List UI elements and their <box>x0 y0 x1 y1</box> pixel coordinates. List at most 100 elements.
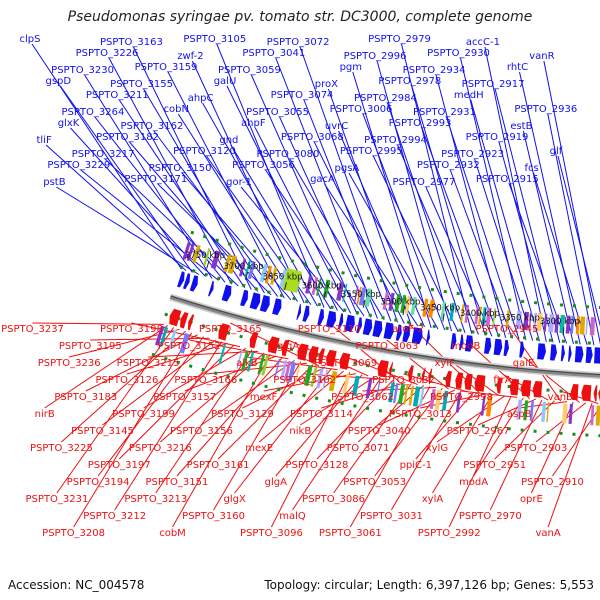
forward-gene-label: PSPTO_2934 <box>403 65 466 76</box>
reverse-gene-label: PSPTO_2970 <box>459 511 522 522</box>
reverse-gene-label: xylG <box>426 443 448 454</box>
forward-gene-label: PSPTO_3120 <box>173 146 236 157</box>
forward-leader-line <box>445 116 520 340</box>
reverse-leader-line <box>159 352 265 443</box>
kbp-tick-mark <box>402 307 405 316</box>
forward-gene-label: PSPTO_3182 <box>96 132 159 143</box>
genome-backbone <box>169 295 600 378</box>
feature-block <box>322 369 328 390</box>
feature-block <box>328 370 338 392</box>
forward-gene-label: PSPTO_2979 <box>368 34 431 45</box>
reverse-leader-line <box>547 403 593 528</box>
reverse-gene-label: PSPTO_3198 <box>100 324 163 335</box>
feature-block <box>529 400 534 421</box>
feature-block <box>554 314 560 333</box>
feature-block <box>316 278 322 296</box>
reverse-leader-line <box>560 390 599 405</box>
feature-block <box>257 354 265 375</box>
kbp-tick-label: 3750 kbp <box>185 251 225 261</box>
reverse-gene-label: PSPTO_3208 <box>42 528 105 539</box>
forward-leader-line <box>118 99 246 289</box>
forward-gene-label: PSPTO_3055 <box>246 107 309 118</box>
reverse-gene-arrow <box>428 368 433 385</box>
feature-block <box>210 250 221 269</box>
reverse-gene-label: PSPTO_2903 <box>504 443 567 454</box>
feature-block <box>316 368 324 389</box>
forward-gene-label: PSPTO_3226 <box>76 48 139 59</box>
feature-block <box>168 329 177 350</box>
reverse-gene-label: PSPTO_3166 <box>174 375 237 386</box>
forward-leader-line <box>45 144 187 271</box>
feature-block <box>294 363 301 384</box>
feature-block <box>351 375 360 396</box>
topology-text: Topology: circular; Length: 6,397,126 bp… <box>263 578 594 592</box>
reverse-gene-labels: PSPTO_3237 nirB PSPTO_3231 PSPTO_3236 PSPTO_… <box>1 324 584 539</box>
reverse-leader-line <box>489 399 543 511</box>
feature-block <box>595 405 600 426</box>
kbp-tick-label: 3350 kbp <box>500 314 540 324</box>
feature-block <box>528 312 532 331</box>
feature-block <box>356 286 362 305</box>
reverse-gene-label: PSPTO_3156 <box>170 426 233 437</box>
forward-gene-label: uvrC <box>325 121 348 132</box>
reverse-leader-line <box>189 339 289 360</box>
forward-gene-arrow <box>208 280 214 297</box>
forward-gene-label: PSPTO_3068 <box>281 132 344 143</box>
reverse-gene-arrow <box>249 331 259 349</box>
feature-block <box>474 306 480 325</box>
forward-gene-label: clpS <box>20 34 41 45</box>
forward-gene-label: PSPTO_3080 <box>256 149 319 160</box>
feature-block <box>287 361 296 383</box>
reverse-gene-label: PSPTO_3110 <box>298 324 361 335</box>
reverse-gene-arrow <box>509 378 520 396</box>
feature-block <box>505 309 510 328</box>
forward-gene-label: PSPTO_3072 <box>267 37 330 48</box>
reverse-gene-arrow <box>318 348 325 365</box>
feature-block <box>223 254 232 273</box>
forward-gene-arrow <box>450 333 457 350</box>
reverse-gene-label: PSPTO_3069 <box>314 358 377 369</box>
reverse-leader-line <box>461 390 518 398</box>
forward-gene-label: PSPTO_2915 <box>476 174 539 185</box>
kbp-tick-mark <box>323 291 327 300</box>
feature-block <box>236 349 243 369</box>
reverse-gene-label: xylF <box>435 358 456 369</box>
reverse-gene-label: PSPTO_3013 <box>389 409 452 420</box>
forward-gene-arrow <box>537 343 546 360</box>
kbp-tick-mark <box>482 319 485 328</box>
feature-block <box>536 313 543 332</box>
reverse-gene-label: PSPTO_3061 <box>319 528 382 539</box>
forward-gene-label: PSPTO_3217 <box>72 149 135 160</box>
reverse-gene-label: PSPTO_3152 <box>158 341 221 352</box>
reverse-leader-line <box>304 373 387 380</box>
forward-gene-arrow <box>296 304 301 320</box>
forward-gene-arrow <box>459 334 464 351</box>
forward-leader-line <box>226 85 338 311</box>
reverse-gene-arrow <box>421 367 426 384</box>
reverse-leader-line <box>403 373 468 393</box>
reverse-gene-label: PSPTO_3032 <box>372 375 435 386</box>
forward-leader-line <box>265 169 365 317</box>
forward-leader-line <box>543 60 600 345</box>
kbp-tick-mark <box>442 313 445 322</box>
forward-gene-arrow <box>594 347 600 364</box>
reverse-leader-line <box>436 395 505 443</box>
forward-gene-arrow <box>344 314 355 332</box>
reverse-gene-label: PSPTO_3145 <box>71 426 134 437</box>
forward-gene-label: PSPTO_3162 <box>120 121 183 132</box>
forward-gene-label: PSPTO_2936 <box>514 104 577 115</box>
reverse-gene-arrow <box>297 343 309 361</box>
feature-block <box>579 316 586 335</box>
feature-block <box>585 316 588 335</box>
reverse-leader-line <box>201 359 295 426</box>
forward-leader-line <box>397 144 479 335</box>
forward-leader-line <box>84 74 213 279</box>
forward-gene-label: fcs <box>524 163 538 174</box>
forward-gene-label: PSPTO_3150 <box>149 163 212 174</box>
forward-gene-label: tliF <box>36 135 51 146</box>
reverse-gene-arrow <box>281 339 290 357</box>
forward-gene-arrow <box>362 318 373 336</box>
feature-block <box>492 308 496 327</box>
reverse-gene-label: xylA <box>422 494 444 505</box>
reverse-leader-line <box>328 322 400 382</box>
